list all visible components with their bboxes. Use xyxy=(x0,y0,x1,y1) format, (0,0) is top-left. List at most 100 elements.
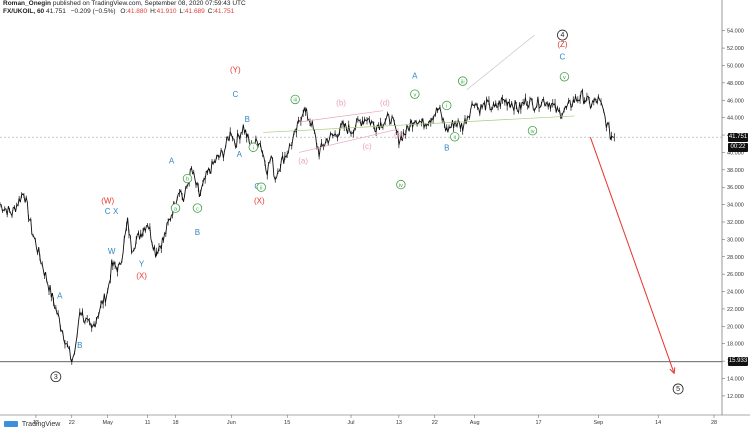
y-tick-label: 50.000 xyxy=(727,63,744,69)
wave-label: W xyxy=(108,247,116,256)
last-price: 41.751 xyxy=(46,8,66,15)
circled-wave-label: 4 xyxy=(560,32,564,39)
circled-wave-label: iv xyxy=(399,183,403,189)
y-tick-label: 18.000 xyxy=(727,342,744,348)
wave-label: C xyxy=(232,90,238,99)
circled-wave-label: a xyxy=(174,206,178,212)
wave-label: X xyxy=(113,207,119,216)
x-tick-label: May xyxy=(103,420,114,426)
x-tick-label: 13 xyxy=(396,420,402,426)
ohlc-key: O: xyxy=(120,8,128,15)
wave-label: (a) xyxy=(298,157,308,166)
ohlc-value: 41.689 xyxy=(184,8,205,15)
y-tick-label: 44.000 xyxy=(727,116,744,122)
trend-line xyxy=(263,115,575,133)
wave-label: A xyxy=(237,150,243,159)
trend-line xyxy=(299,128,399,153)
symbol-label: FX/UKOIL, 60 xyxy=(3,8,45,15)
wave-label: (d) xyxy=(380,98,390,107)
x-tick-label: Aug xyxy=(470,420,480,426)
wave-label: A xyxy=(412,72,418,81)
x-tick-label: 13 xyxy=(33,420,39,426)
wave-label: Y xyxy=(139,259,145,268)
y-tick-label: 52.000 xyxy=(727,46,744,52)
ohlc-key: L: xyxy=(179,8,185,15)
x-tick-label: 17 xyxy=(535,420,541,426)
circled-wave-marker xyxy=(248,142,258,152)
wave-label: (Y) xyxy=(230,65,241,74)
circled-wave-marker xyxy=(559,72,570,82)
y-tick-label: 34.000 xyxy=(727,203,744,209)
author-name: Roman_Onegin xyxy=(3,0,52,7)
x-tick-label: 15 xyxy=(284,420,290,426)
circled-wave-marker xyxy=(442,100,452,111)
circled-wave-label: iii xyxy=(293,98,297,104)
circled-wave-label: iii xyxy=(461,79,465,85)
x-tick-label: 22 xyxy=(69,420,75,426)
wave-label: (c) xyxy=(362,142,372,151)
wave-label: A xyxy=(57,292,63,301)
y-tick-label: 14.000 xyxy=(727,377,744,383)
circled-wave-label: b xyxy=(186,177,189,183)
circled-wave-label: c xyxy=(196,206,199,212)
tradingview-logo-icon xyxy=(4,421,18,428)
price-axis-badge: 00:22 xyxy=(728,143,748,153)
circled-wave-marker xyxy=(672,383,684,395)
price-change: −0.209 (−0.5%) xyxy=(70,8,116,15)
trend-line xyxy=(466,34,535,91)
footer-brand: TradingView xyxy=(21,421,61,428)
circled-wave-marker xyxy=(458,76,468,86)
circled-wave-marker xyxy=(182,173,193,184)
footer: TradingView xyxy=(4,421,60,428)
y-tick-label: 12.000 xyxy=(727,394,744,400)
circled-wave-marker xyxy=(170,203,181,213)
circled-wave-marker xyxy=(50,371,62,383)
y-tick-label: 28.000 xyxy=(727,255,744,261)
ohlc-values: O:41.880 H:41.910 L:41.689 C:41.751 xyxy=(120,8,237,15)
circled-wave-label: ii xyxy=(260,185,262,191)
y-tick-label: 48.000 xyxy=(727,81,744,87)
y-tick-label: 26.000 xyxy=(727,272,744,278)
wave-label: (W) xyxy=(101,197,114,206)
wave-label: (e) xyxy=(394,131,404,140)
arrow-head-icon xyxy=(669,367,676,375)
x-tick-label: 14 xyxy=(655,420,661,426)
circled-wave-label: i xyxy=(253,145,254,151)
y-tick-label: 46.000 xyxy=(727,98,744,104)
ohlc-key: C: xyxy=(207,8,215,15)
wave-label: B xyxy=(444,144,449,153)
x-tick-label: Sep xyxy=(593,420,603,426)
circled-wave-marker xyxy=(396,179,406,190)
projection-arrow-line xyxy=(589,137,675,374)
y-tick-label: 40.000 xyxy=(727,150,744,156)
x-tick-label: 22 xyxy=(432,420,438,426)
y-tick-label: 24.000 xyxy=(727,290,744,296)
ohlc-value: 41.910 xyxy=(156,8,177,15)
y-tick-label: 20.000 xyxy=(727,324,744,330)
wave-label: C xyxy=(560,52,566,61)
circled-wave-marker xyxy=(290,94,300,105)
ohlc-key: H: xyxy=(150,8,157,15)
circled-wave-marker xyxy=(256,182,266,192)
circled-wave-label: v xyxy=(563,75,566,81)
y-tick-label: 38.000 xyxy=(727,168,744,174)
y-tick-label: 32.000 xyxy=(727,220,744,226)
wave-label: A xyxy=(169,157,175,166)
publish-text: published on TradingView.com, September … xyxy=(52,0,246,7)
publish-info: Roman_Onegin published on TradingView.co… xyxy=(3,0,249,7)
x-tick-label: Jul xyxy=(348,420,355,426)
wave-label: (b) xyxy=(336,98,346,107)
circled-wave-marker xyxy=(557,29,568,41)
circled-wave-label: ii xyxy=(454,135,456,141)
wave-label: (X) xyxy=(136,272,147,281)
circled-wave-marker xyxy=(527,125,538,136)
symbol-info: FX/UKOIL, 60 41.751 −0.209 (−0.5%) O:41.… xyxy=(3,8,240,15)
circled-wave-marker xyxy=(450,132,460,142)
x-tick-label: 11 xyxy=(145,420,151,426)
wave-label: B xyxy=(245,115,250,124)
wave-label: C xyxy=(105,207,111,216)
wave-label: (X) xyxy=(254,197,265,206)
circled-wave-marker xyxy=(192,203,203,213)
ohlc-value: 41.880 xyxy=(127,8,148,15)
